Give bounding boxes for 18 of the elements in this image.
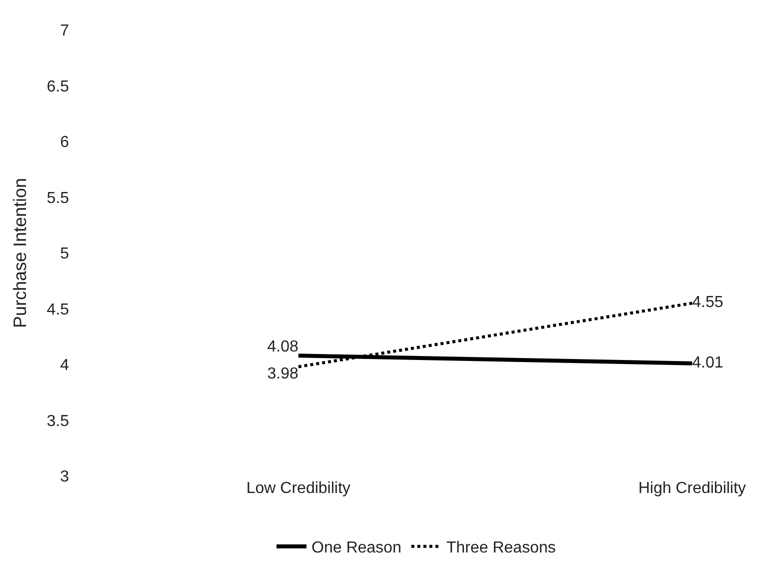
data-label: 4.01 xyxy=(692,354,724,372)
y-tick-label: 3 xyxy=(60,468,70,486)
y-tick-label: 5 xyxy=(60,246,70,263)
y-axis-title: Purchase Intention xyxy=(10,178,30,328)
data-label: 4.55 xyxy=(692,294,724,312)
y-tick-label: 7 xyxy=(60,22,70,40)
data-label: 3.98 xyxy=(267,366,298,383)
y-tick-label: 4.5 xyxy=(46,301,70,318)
x-tick-label: High Credibility xyxy=(638,480,746,497)
legend-label: Three Reasons xyxy=(446,540,556,557)
y-tick-label: 6.5 xyxy=(46,78,70,96)
y-tick-label: 4 xyxy=(60,357,70,374)
legend-label: One Reason xyxy=(312,540,402,557)
x-tick-label: Low Credibility xyxy=(246,480,350,497)
y-tick-label: 5.5 xyxy=(46,190,70,207)
data-label: 4.08 xyxy=(267,338,298,356)
y-tick-label: 3.5 xyxy=(46,412,70,430)
y-tick-label: 6 xyxy=(60,134,70,152)
